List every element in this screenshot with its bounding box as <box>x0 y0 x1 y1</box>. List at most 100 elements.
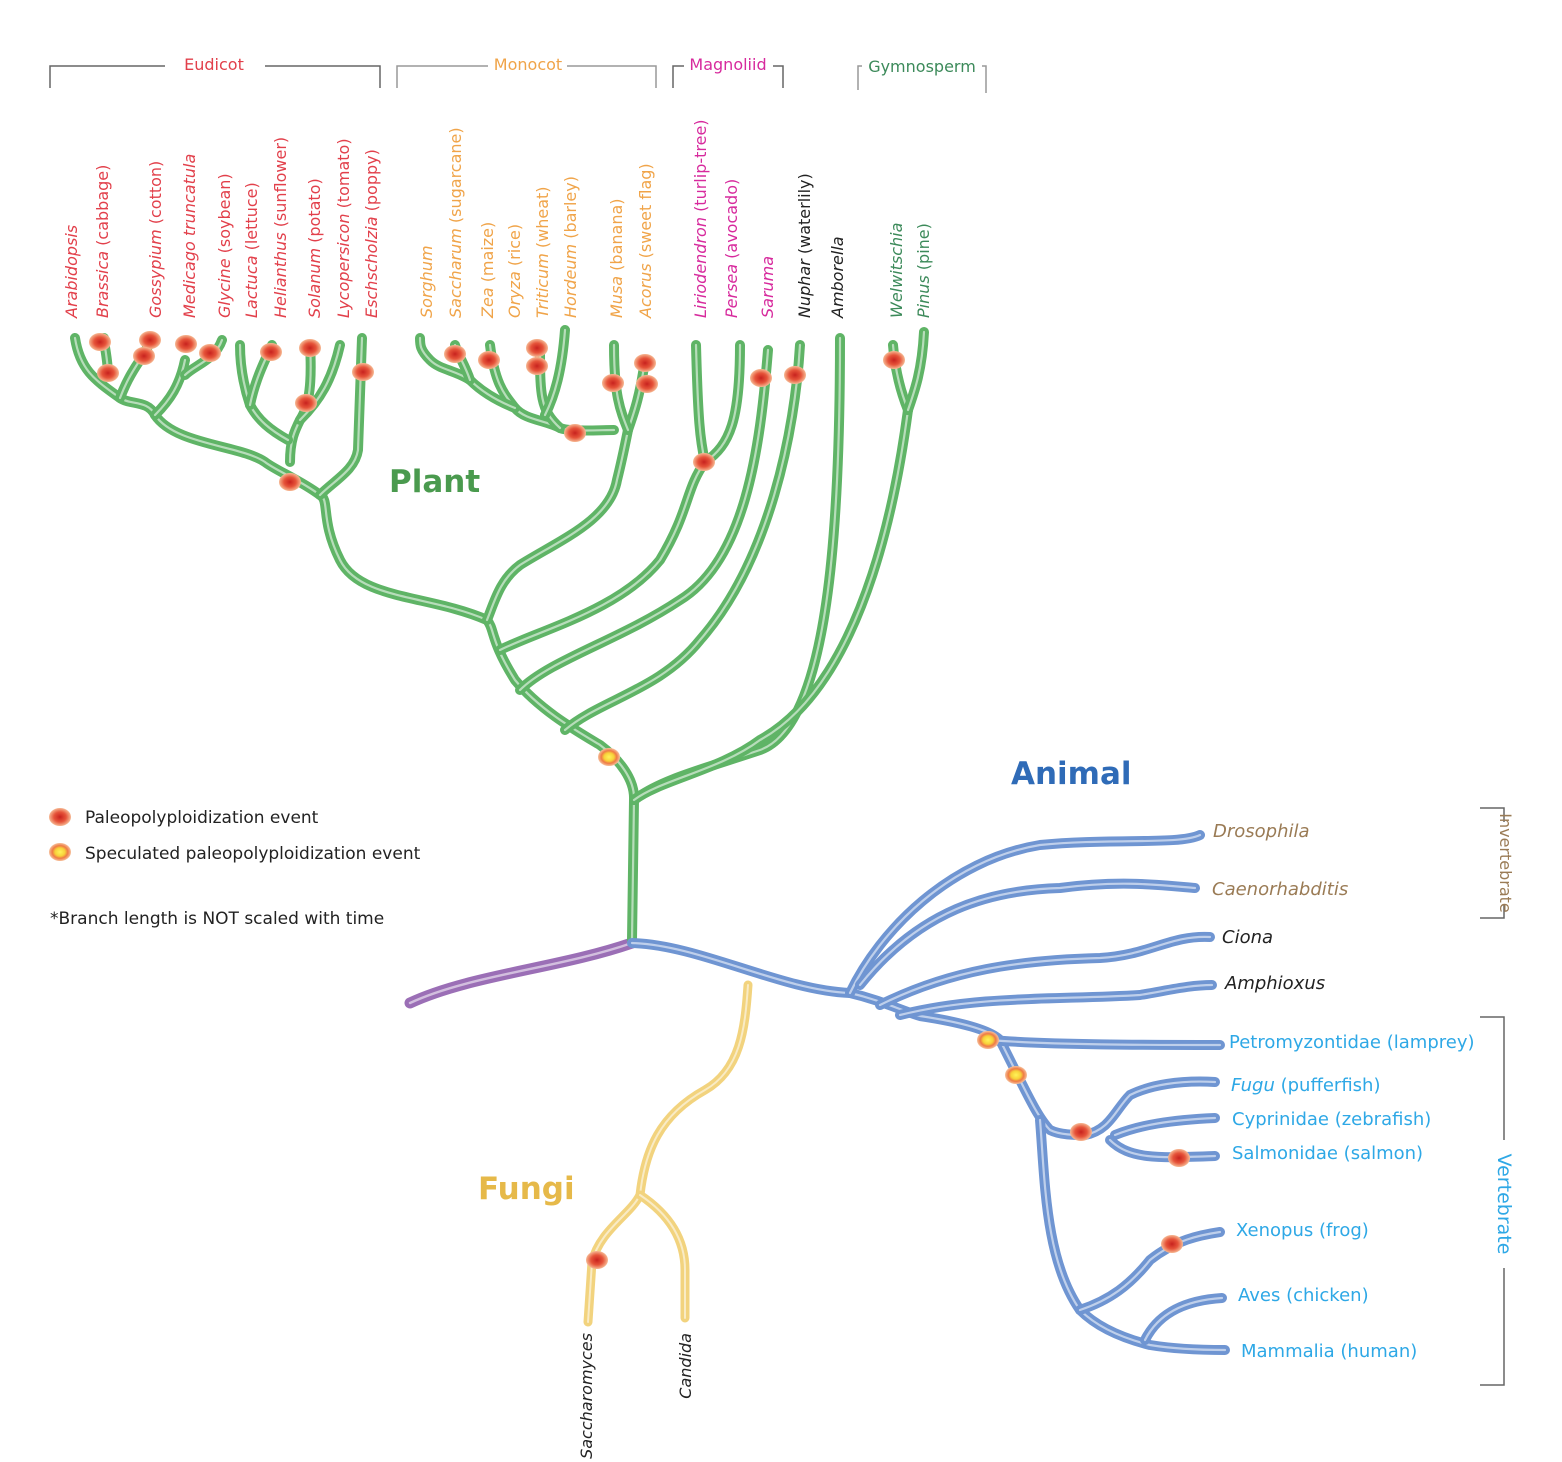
fungi-taxa-labels: Saccharomyces Candida <box>577 1333 695 1459</box>
animal-branch-7 <box>1110 1113 1220 1140</box>
animal-title: Animal <box>1011 756 1132 792</box>
gymno-branch-2 <box>903 327 929 415</box>
plant-branch-3 <box>515 345 773 695</box>
animal-branch-1 <box>845 830 1205 998</box>
fungi-taxon-label: Saccharomyces <box>577 1333 596 1459</box>
plant-taxon-label: Hordeum (barley) <box>561 176 580 318</box>
paleo-event-marker <box>636 375 658 393</box>
animal-taxon-label: Caenorhabditis <box>1212 879 1348 900</box>
paleo-event-marker <box>444 345 466 363</box>
paleo-event-marker <box>693 453 715 471</box>
plant-taxon-label: Medicago truncatula <box>180 154 199 318</box>
plant-branch-4 <box>495 340 745 655</box>
animal-taxon-label: Drosophila <box>1213 821 1310 842</box>
branch-length-note: *Branch length is NOT scaled with time <box>50 909 384 929</box>
plant-taxon-label: Brassica (cabbage) <box>93 165 112 318</box>
paleo-event-marker <box>97 364 119 382</box>
paleo-event-marker <box>564 424 586 442</box>
plant-branch-12 <box>540 325 570 420</box>
animal-taxon-label: Cyprinidae (zebrafish) <box>1232 1109 1431 1130</box>
plant-taxon-label: Sorghum <box>417 245 436 318</box>
animal-branch-9 <box>1035 1115 1230 1355</box>
event-markers <box>89 331 1190 1269</box>
animal-taxon-label: Petromyzontidae (lamprey) <box>1229 1032 1475 1053</box>
plant-taxon-label: Eschscholzia (poppy) <box>362 149 381 318</box>
plant-branch-6 <box>482 355 650 625</box>
animal-branch-3 <box>875 931 1215 1010</box>
paleo-event-marker <box>478 351 500 369</box>
animal-branch-11 <box>1140 1293 1227 1345</box>
paleo-event-marker <box>586 1251 608 1269</box>
animal-taxon-label: Aves (chicken) <box>1238 1285 1369 1306</box>
animal-branch-5 <box>985 1035 1225 1050</box>
paleo-event-marker <box>1161 1235 1183 1253</box>
paleo-event-marker <box>1070 1123 1092 1141</box>
plant-branch-9 <box>415 333 520 413</box>
eudicot-bracket <box>49 65 381 88</box>
vertebrate-label: Vertebrate <box>1493 1154 1515 1255</box>
gymnosperm-bracket <box>857 65 987 93</box>
paleo-event-marker <box>526 339 548 357</box>
animal-taxa-labels: Drosophila Caenorhabditis Ciona Amphioxus Pe… <box>1212 821 1475 1362</box>
plant-taxon-label: Zea (maize) <box>478 222 497 319</box>
plant-taxon-label: Lactuca (lettuce) <box>242 182 261 318</box>
plant-taxon-label: Amborella <box>828 236 847 319</box>
fungi-taxon-label: Candida <box>676 1333 695 1399</box>
plant-taxon-label: Pinus (pine) <box>914 223 933 318</box>
eudicot-label: Eudicot <box>184 55 244 74</box>
plant-branch-0 <box>70 333 639 945</box>
fungi-branches <box>583 980 753 1327</box>
plant-branch-7 <box>609 340 633 435</box>
paleo-event-marker <box>634 354 656 372</box>
plant-taxon-label: Solanum (potato) <box>305 178 324 318</box>
paleo-event-marker <box>784 366 806 384</box>
animal-branch-8 <box>1105 1135 1220 1163</box>
paleo-event-marker <box>199 344 221 362</box>
root-branch <box>404 937 638 1009</box>
monocot-bracket <box>396 65 657 88</box>
plant-taxon-label: Liriodendron (turlip-tree) <box>691 119 710 318</box>
plant-taxon-label: Triticum (wheat) <box>533 186 552 318</box>
plant-branch-13 <box>315 333 367 500</box>
plant-taxon-label: Gossypium (cotton) <box>146 161 165 318</box>
paleo-event-marker <box>1168 1149 1190 1167</box>
animal-taxon-label: Mammalia (human) <box>1241 1341 1417 1362</box>
monocot-label: Monocot <box>494 55 562 74</box>
plant-branch-19 <box>180 335 227 380</box>
animal-taxon-label: Amphioxus <box>1224 973 1325 994</box>
plant-taxon-label: Persea (avocado) <box>722 179 741 318</box>
invertebrate-bracket <box>1480 807 1505 919</box>
plant-branch-2 <box>560 340 805 735</box>
root-stem <box>404 937 638 1009</box>
paleo-event-marker <box>526 357 548 375</box>
paleo-event-marker <box>139 331 161 349</box>
animal-taxon-label: Xenopus (frog) <box>1236 1220 1369 1241</box>
plant-taxon-label: Nuphar (waterlily) <box>795 173 814 318</box>
plant-taxon-label: Glycine (soybean) <box>215 173 234 318</box>
paleo-event-marker <box>299 339 321 357</box>
gymnosperm-label: Gymnosperm <box>868 57 976 76</box>
animal-branch-4 <box>895 980 1217 1020</box>
paleo-event-marker <box>260 343 282 361</box>
animal-taxon-label: Ciona <box>1222 927 1273 948</box>
paleo-event-marker <box>352 363 374 381</box>
paleo-event-marker <box>279 473 301 491</box>
speculated-event-marker <box>977 1031 999 1049</box>
speculated-event-marker <box>598 748 620 766</box>
legend: Paleopolyploidization event Speculated p… <box>49 808 421 929</box>
plant-taxon-label: Saruma <box>758 256 777 318</box>
plant-branch-18 <box>150 355 190 420</box>
plant-taxon-label: Lycopersicon (tomato) <box>334 138 353 318</box>
animal-taxon-label: Fugu (pufferfish) <box>1231 1075 1380 1096</box>
plant-taxon-label: Saccharum (sugarcane) <box>446 127 465 318</box>
plant-taxon-label: Arabidopsis <box>62 225 81 319</box>
paleo-event-marker <box>750 369 772 387</box>
paleo-event-marker <box>295 394 317 412</box>
plant-taxon-label: Helianthus (sunflower) <box>271 137 290 318</box>
paleo-event-marker <box>89 333 111 351</box>
animal-branch-2 <box>855 878 1200 990</box>
plant-taxon-label: Oryza (rice) <box>505 224 524 318</box>
animal-branches <box>627 830 1230 1355</box>
vertebrate-bracket <box>1480 1016 1505 1386</box>
